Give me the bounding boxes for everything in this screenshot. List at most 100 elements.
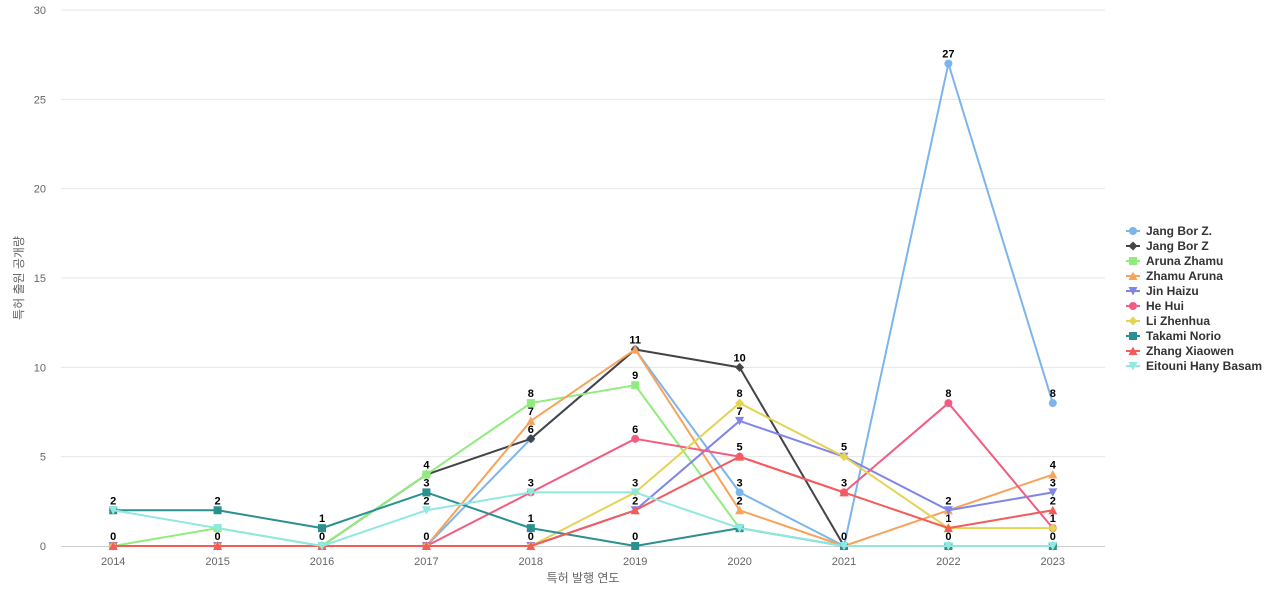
data-label: 0 — [841, 531, 847, 543]
legend-label: Zhamu Aruna — [1146, 269, 1223, 283]
data-point[interactable] — [630, 344, 640, 354]
data-point[interactable] — [944, 59, 953, 68]
data-label: 8 — [1050, 388, 1056, 400]
data-label: 3 — [841, 477, 847, 489]
data-label: 0 — [1050, 531, 1056, 543]
legend-item[interactable]: Li Zhenhua — [1126, 314, 1210, 328]
legend-item[interactable]: Aruna Zhamu — [1126, 254, 1223, 268]
x-tick-label: 2016 — [310, 556, 334, 568]
data-point[interactable] — [839, 542, 849, 551]
data-label: 2 — [1050, 495, 1056, 507]
x-tick-label: 2014 — [101, 556, 125, 568]
data-label: 6 — [632, 424, 638, 436]
data-point[interactable] — [526, 434, 536, 444]
y-tick-label: 5 — [40, 452, 46, 464]
data-point[interactable] — [213, 524, 223, 533]
data-point[interactable] — [735, 362, 745, 372]
data-label: 2 — [215, 495, 221, 507]
legend-marker — [1129, 257, 1137, 265]
legend-item[interactable]: Takami Norio — [1126, 329, 1221, 343]
data-point[interactable] — [1048, 399, 1057, 408]
legend-item[interactable]: He Hui — [1126, 299, 1184, 313]
data-point[interactable] — [422, 470, 431, 479]
data-point[interactable] — [735, 452, 745, 461]
legend-label: Jang Bor Z — [1146, 239, 1209, 253]
data-point[interactable] — [421, 541, 431, 551]
legend-item[interactable]: Jang Bor Z — [1126, 239, 1209, 253]
data-point[interactable] — [1048, 470, 1058, 479]
legend-marker — [1128, 346, 1138, 355]
data-point[interactable] — [108, 506, 118, 515]
grid — [61, 9, 1105, 458]
legend-item[interactable]: Zhang Xiaowen — [1126, 344, 1234, 358]
data-point[interactable] — [735, 416, 745, 426]
series-jang-bor-z- — [109, 59, 1057, 550]
data-label: 7 — [528, 406, 534, 418]
data-point[interactable] — [526, 399, 535, 408]
legend-marker — [1128, 287, 1138, 296]
legend-item[interactable]: Jin Haizu — [1126, 284, 1199, 298]
data-point[interactable] — [735, 505, 745, 515]
data-point[interactable] — [526, 416, 536, 425]
data-point[interactable] — [839, 487, 849, 497]
data-point[interactable] — [213, 541, 223, 551]
series-line — [112, 491, 1054, 547]
y-tick-label: 15 — [34, 273, 46, 285]
data-point[interactable] — [630, 505, 640, 515]
data-point[interactable] — [839, 452, 849, 462]
data-point[interactable] — [526, 541, 536, 551]
y-tick-label: 25 — [34, 94, 46, 106]
legend-item[interactable]: Eitouni Hany Basam — [1126, 359, 1262, 373]
data-label: 2 — [110, 495, 116, 507]
data-point[interactable] — [631, 542, 640, 550]
legend-label: Li Zhenhua — [1146, 314, 1210, 328]
data-label: 9 — [632, 370, 638, 382]
data-point[interactable] — [631, 434, 640, 443]
data-point[interactable] — [943, 506, 953, 515]
data-point[interactable] — [630, 488, 640, 497]
data-point[interactable] — [1048, 523, 1058, 533]
data-label: 27 — [942, 49, 954, 61]
data-point[interactable] — [526, 488, 536, 497]
data-point[interactable] — [631, 381, 640, 390]
data-point[interactable] — [735, 488, 744, 497]
data-point[interactable] — [108, 541, 118, 551]
data-label: 3 — [737, 477, 743, 489]
data-label: 2 — [945, 495, 951, 507]
data-point[interactable] — [735, 524, 745, 533]
data-label: 3 — [423, 477, 429, 489]
data-label: 8 — [737, 388, 743, 400]
data-point[interactable] — [1048, 505, 1058, 515]
data-label: 0 — [110, 531, 116, 543]
series-zhang-xiaowen — [108, 452, 1058, 551]
data-point[interactable] — [735, 398, 745, 408]
data-point[interactable] — [943, 523, 953, 533]
y-tick-label: 0 — [40, 541, 46, 553]
data-point[interactable] — [213, 506, 222, 515]
data-label: 4 — [1050, 460, 1057, 472]
data-label: 3 — [632, 477, 638, 489]
series-jin-haizu — [108, 416, 1058, 551]
data-point[interactable] — [526, 524, 535, 533]
data-label: 11 — [629, 334, 641, 346]
data-point[interactable] — [422, 488, 431, 497]
legend-item[interactable]: Zhamu Aruna — [1126, 269, 1223, 283]
data-label: 1 — [319, 513, 325, 525]
legend-marker — [1129, 332, 1137, 340]
data-point[interactable] — [1048, 488, 1058, 497]
data-point[interactable] — [421, 506, 431, 515]
data-point[interactable] — [318, 524, 326, 533]
legend-label: He Hui — [1146, 299, 1184, 313]
data-point[interactable] — [1048, 542, 1058, 551]
series-line — [112, 62, 1054, 547]
legend-item[interactable]: Jang Bor Z. — [1126, 224, 1212, 238]
data-point[interactable] — [943, 542, 953, 551]
data-label: 1 — [945, 513, 951, 525]
data-label: 0 — [945, 531, 951, 543]
data-point[interactable] — [944, 399, 953, 408]
data-point[interactable] — [317, 542, 327, 551]
